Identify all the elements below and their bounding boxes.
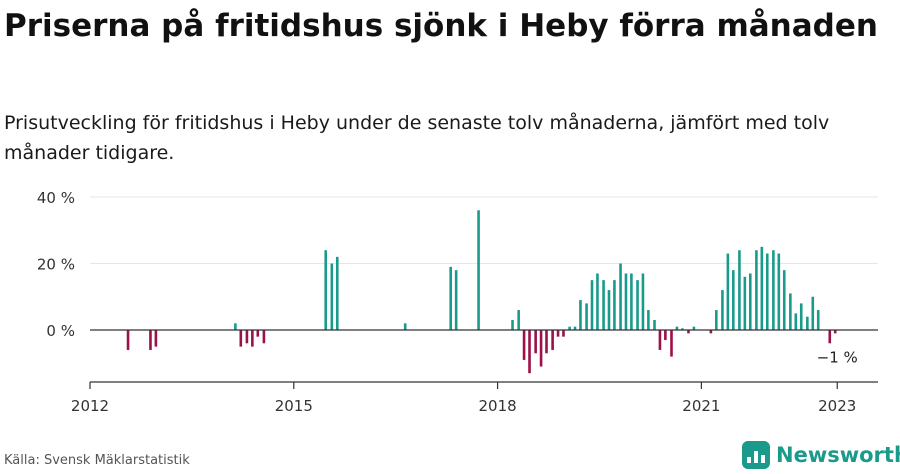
bar [596,273,599,330]
bar [602,280,605,330]
bar [239,330,243,347]
bar [330,263,334,330]
bar-chart-icon [742,441,770,469]
latest-value-annotation: −1 % [817,348,858,366]
bar [624,273,628,330]
bar [449,266,453,330]
bar [765,253,769,330]
bar [636,280,639,330]
bar [126,330,130,350]
bar [755,250,758,330]
bar [585,303,588,330]
bar [251,330,254,347]
x-tick-label: 2021 [682,397,720,415]
bar [806,316,809,330]
bar [782,270,786,330]
bar [732,270,735,330]
bar [619,263,622,330]
bar [748,273,752,330]
bar [403,323,407,330]
brand-name: Newsworthy [776,443,900,467]
bar [545,330,548,354]
bar [721,290,724,330]
bar [816,310,820,330]
bar [833,330,837,334]
bar [799,303,803,330]
grid-lines [90,196,878,264]
bar [522,330,526,360]
bar [262,330,266,344]
x-tick-label: 2012 [71,397,109,415]
bar [477,210,480,330]
bar [653,320,656,330]
y-axis-labels: 0 % 20 % 40 % [37,189,75,340]
bar [256,330,260,337]
bar [777,253,781,330]
bar [670,330,673,357]
bar [647,310,650,330]
x-axis-ticks: 2012 2015 2018 2021 2023 [71,382,856,415]
bar [738,250,741,330]
x-tick-label: 2023 [818,397,856,415]
bar [681,328,684,330]
bar [511,320,514,330]
bar [794,313,798,330]
bar [517,310,520,330]
bar [551,330,554,350]
bar [743,276,747,330]
y-tick-label: 0 % [46,322,75,340]
y-tick-label: 40 % [37,189,75,207]
bar [811,296,815,330]
bar [528,330,531,374]
bar [630,273,633,330]
bar [692,326,696,330]
bars [126,210,837,374]
source-note: Källa: Svensk Mäklarstatistik [4,453,190,468]
bar [658,330,662,350]
bar [562,330,565,337]
bar [828,330,832,344]
chart-title: Priserna på fritidshus sjönk i Heby förr… [4,8,878,44]
bar [664,330,667,340]
brand-logo[interactable]: Newsworthy [742,441,900,469]
bar [641,273,645,330]
bar [556,330,560,337]
bar [454,270,458,330]
chart-subtitle: Prisutveckling för fritidshus i Heby und… [4,112,830,164]
bar [772,250,775,330]
bar [534,330,537,354]
bar [726,253,730,330]
bar [245,330,249,344]
bar [573,326,577,330]
bar [590,280,594,330]
bar [568,326,571,330]
bar [760,246,764,330]
bar [324,250,328,330]
bar [579,300,582,330]
bar [613,280,616,330]
y-tick-label: 20 % [37,256,75,274]
bar [234,323,237,330]
x-tick-label: 2015 [275,397,313,415]
bar [709,330,713,334]
bar [607,290,611,330]
bar [687,330,690,334]
bar [335,256,339,330]
bar [675,326,679,330]
bar [539,330,543,367]
bar [789,293,792,330]
bar [154,330,158,347]
bar [715,310,718,330]
bar [149,330,152,350]
x-tick-label: 2018 [478,397,516,415]
